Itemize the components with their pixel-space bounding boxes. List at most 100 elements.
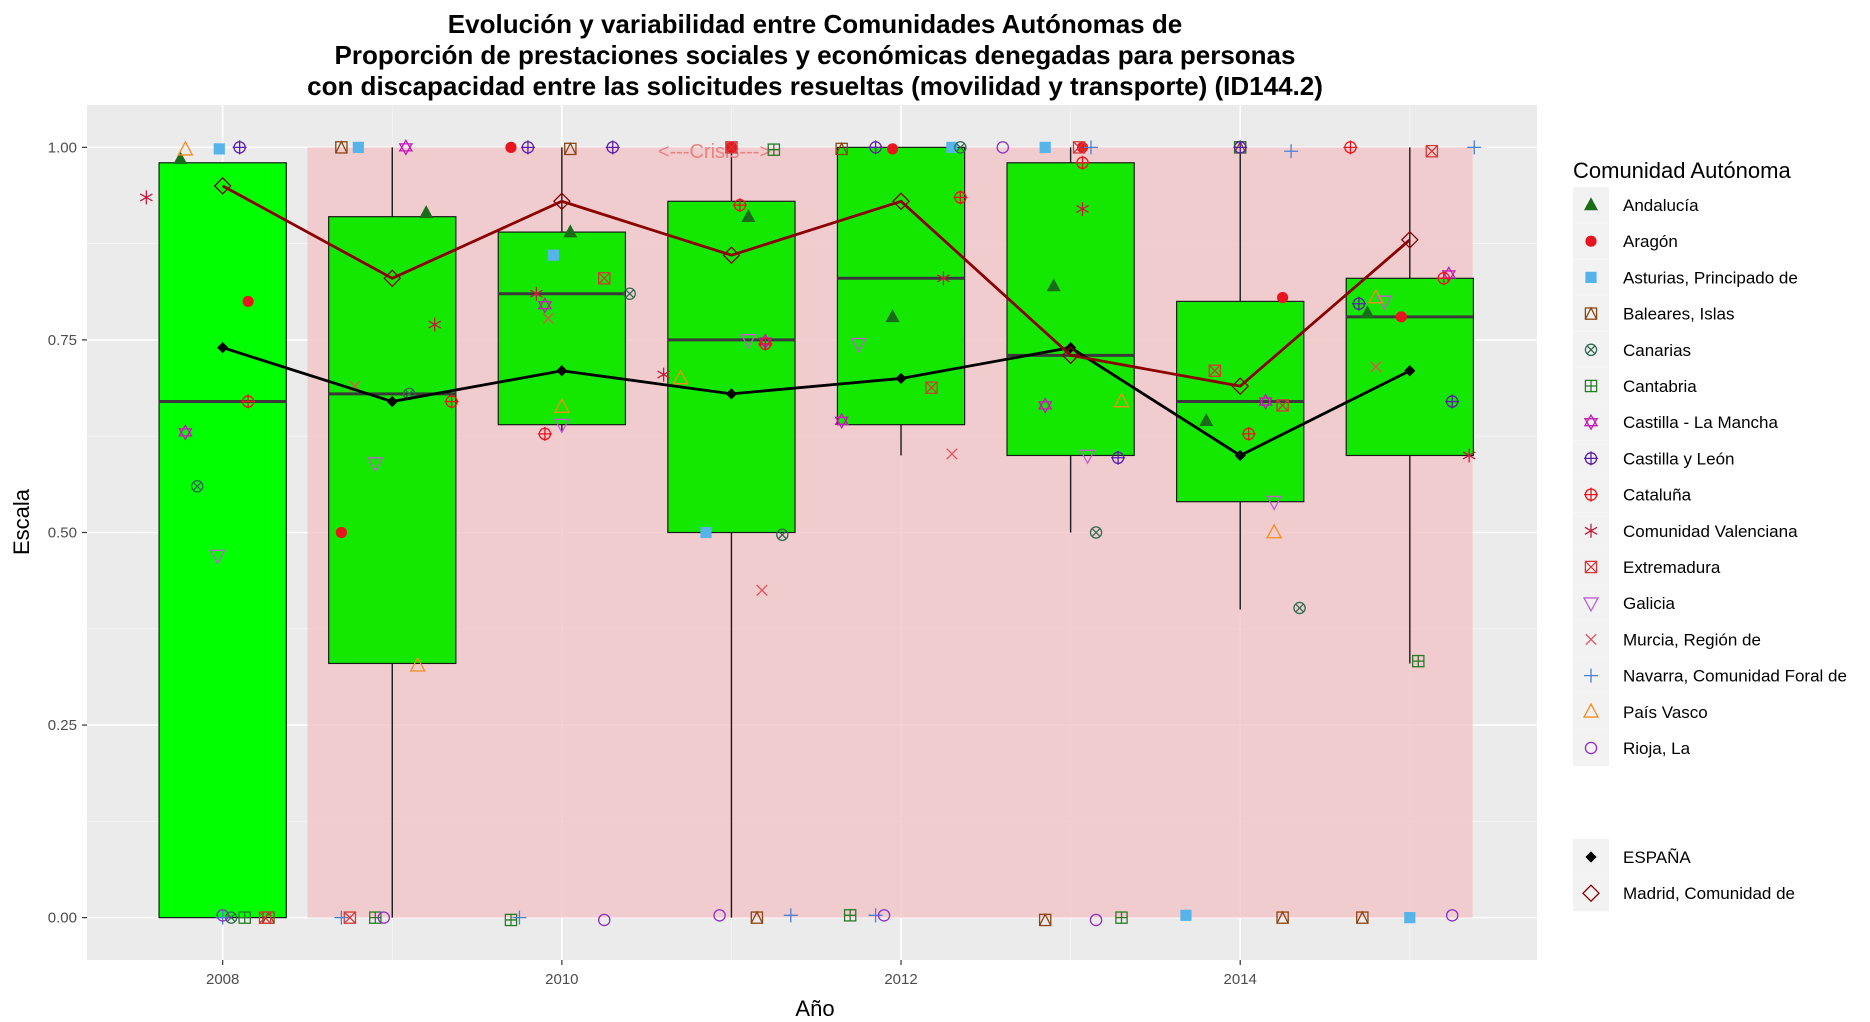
legend-item-baleares-islas: Baleares, Islas xyxy=(1573,295,1735,332)
y-tick-label: 1.00 xyxy=(48,139,77,156)
data-point-cantabria xyxy=(1412,654,1425,668)
data-point-baleares-islas xyxy=(1276,910,1289,924)
data-point-galicia xyxy=(1266,495,1283,511)
legend-symbol-extremadura xyxy=(1584,560,1598,574)
legend-label: Murcia, Región de xyxy=(1623,630,1761,649)
series-canarias xyxy=(190,141,1306,924)
legend-symbol-castilla-y-leon xyxy=(1584,451,1598,466)
jitter-points xyxy=(139,139,1482,927)
data-point-extremadura xyxy=(258,911,272,924)
legend-item-aragon: Aragón xyxy=(1573,223,1678,260)
legend-item-castilla-y-leon: Castilla y León xyxy=(1573,440,1735,477)
data-point-pais-vasco xyxy=(409,656,426,672)
data-point-castilla-la-mancha xyxy=(178,424,193,441)
series-castilla-y-leon xyxy=(232,140,1460,465)
data-point-cantabria xyxy=(1115,911,1128,924)
data-point-andalucia xyxy=(1046,278,1061,292)
data-point-navarra-comunidad-foral-de xyxy=(783,908,798,923)
line-point-madrid-comunidad-de xyxy=(1400,230,1419,249)
x-axis-title: Año xyxy=(795,996,834,1021)
data-point-castilla-la-mancha xyxy=(834,412,849,430)
line-point-madrid-comunidad-de xyxy=(1061,346,1080,365)
legend-symbol-cantabria xyxy=(1584,379,1598,393)
data-point-andalucia xyxy=(1199,413,1214,427)
y-tick-label: 0.00 xyxy=(48,910,77,927)
legend-key xyxy=(1573,295,1609,332)
line-point-madrid-comunidad-de xyxy=(722,246,741,265)
data-point-cantabria xyxy=(767,143,781,156)
data-point-extremadura xyxy=(1208,364,1222,377)
data-point-comunidad-valenciana xyxy=(1076,201,1089,216)
legend-label: Castilla y León xyxy=(1623,449,1735,468)
y-axis-title: Escala xyxy=(9,488,34,555)
data-point-castilla-la-mancha xyxy=(398,139,414,156)
box-body xyxy=(667,200,796,534)
legend-label: ESPAÑA xyxy=(1623,848,1691,867)
axes: 0.00 0.25 0.50 0.75 1.00 2008 2010 2012 2014 xyxy=(48,139,1257,988)
data-point-extremadura xyxy=(1276,399,1289,412)
data-point-asturias-principado-de xyxy=(547,249,559,261)
legend-label: Canarias xyxy=(1623,341,1691,360)
series-rioja-la xyxy=(216,141,1459,927)
data-point-galicia xyxy=(850,337,867,353)
legend-label: País Vasco xyxy=(1623,703,1708,722)
data-point-comunidad-valenciana xyxy=(937,271,950,286)
data-point-andalucia xyxy=(419,205,434,219)
data-point-cataluna xyxy=(1241,426,1256,441)
legend-label: Galicia xyxy=(1623,594,1676,613)
data-point-murcia-region-de xyxy=(1370,361,1382,373)
legend-symbol-navarra-comunidad-foral-de xyxy=(1584,668,1598,683)
legend-key xyxy=(1573,585,1609,622)
data-point-rioja-la xyxy=(216,909,229,922)
data-point-comunidad-valenciana xyxy=(139,190,153,205)
data-point-navarra-comunidad-foral-de xyxy=(868,908,883,923)
data-point-aragon xyxy=(335,526,347,539)
box-2009 xyxy=(328,147,457,918)
data-point-baleares-islas xyxy=(1038,912,1052,927)
data-point-andalucia xyxy=(173,151,188,165)
legend-label: Andalucía xyxy=(1623,196,1699,215)
legend-symbol-asturias-principado-de xyxy=(1585,271,1597,283)
legend-item-cataluna: Cataluña xyxy=(1573,476,1692,513)
data-point-galicia xyxy=(553,418,570,434)
data-point-andalucia xyxy=(563,224,578,238)
chart-title-line-2: Proporción de prestaciones sociales y ec… xyxy=(335,40,1296,70)
legend-item-navarra-comunidad-foral-de: Navarra, Comunidad Foral de xyxy=(1573,657,1847,694)
data-point-comunidad-valenciana xyxy=(657,367,671,382)
legend-symbol-canarias xyxy=(1584,343,1598,357)
data-point-pais-vasco xyxy=(1113,392,1130,408)
legend-label: Aragón xyxy=(1623,232,1678,251)
data-point-cataluna xyxy=(953,190,968,205)
x-tick-label: 2008 xyxy=(206,971,239,988)
data-point-galicia xyxy=(1079,449,1096,465)
legend-symbol-castilla-la-mancha xyxy=(1583,413,1599,431)
data-point-asturias-principado-de xyxy=(352,141,364,153)
box-body xyxy=(1006,162,1135,457)
legend-item-asturias-principado-de: Asturias, Principado de xyxy=(1573,259,1798,296)
legend-item-andalucia: Andalucía xyxy=(1573,187,1699,223)
line-point-espana xyxy=(1404,365,1416,377)
line-path-espana xyxy=(222,346,1411,458)
legend-label: Rioja, La xyxy=(1623,739,1691,758)
data-point-canarias xyxy=(1089,526,1103,539)
data-point-asturias-principado-de xyxy=(1404,912,1416,924)
x-tick-label: 2014 xyxy=(1224,971,1257,988)
data-point-cataluna xyxy=(537,426,552,441)
data-point-asturias-principado-de xyxy=(1180,909,1192,921)
data-point-comunidad-valenciana xyxy=(428,317,442,332)
data-point-pais-vasco xyxy=(177,140,194,156)
data-point-canarias xyxy=(623,287,636,300)
data-point-rioja-la xyxy=(713,909,726,922)
series-murcia-region-de xyxy=(349,312,1382,596)
y-tick-label: 0.50 xyxy=(48,525,77,542)
legend-key xyxy=(1573,875,1609,912)
data-point-aragon xyxy=(1277,291,1289,304)
data-point-cataluna xyxy=(444,394,459,409)
y-tick-label: 0.25 xyxy=(48,717,77,734)
data-point-canarias xyxy=(1293,601,1306,615)
legend-symbol-madrid-comunidad-de xyxy=(1582,884,1600,903)
data-point-galicia xyxy=(209,549,226,565)
data-point-navarra-comunidad-foral-de xyxy=(512,910,527,925)
